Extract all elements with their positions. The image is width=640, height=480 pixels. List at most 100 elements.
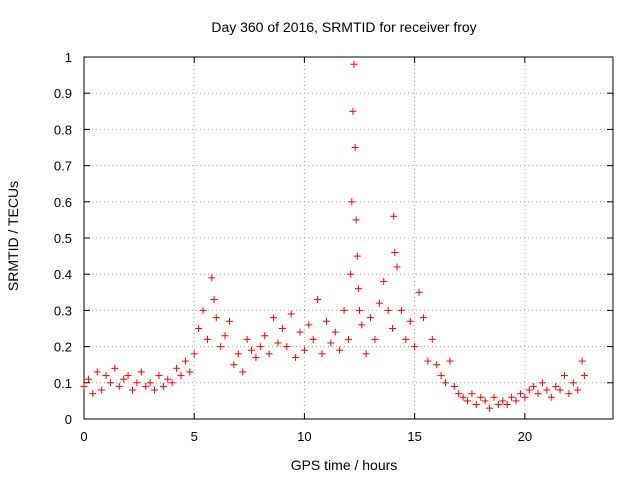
y-tick-label: 0.9 [54,86,72,101]
data-point [561,372,569,380]
data-point [428,335,436,343]
data-point [494,401,502,409]
data-point [419,314,427,322]
data-point [490,393,498,401]
data-point [468,390,476,398]
data-point [274,339,282,347]
data-point [278,325,286,332]
data-point [406,317,414,325]
data-point [538,379,546,387]
data-series [80,60,588,412]
data-point [212,314,220,322]
data-point [111,364,119,372]
data-point [195,325,203,332]
data-point [390,212,398,220]
data-point [402,335,410,343]
data-point [477,393,485,401]
data-point [331,328,339,336]
y-tick-label: 0.5 [54,231,72,246]
data-point [199,306,207,314]
data-point [455,390,463,398]
data-point [221,332,229,340]
data-point [389,325,397,332]
data-point [256,343,264,351]
data-point [512,397,520,405]
data-point [391,248,399,256]
data-point [397,306,405,314]
data-point [358,321,366,329]
data-point [120,375,128,383]
data-point [210,296,218,304]
data-point [472,401,480,409]
data-point [287,310,295,318]
data-point [248,346,256,354]
y-tick-label: 1 [65,50,72,65]
data-point [352,216,360,224]
data-point [433,361,441,369]
data-point [327,339,335,347]
data-point [173,364,181,372]
data-point [565,390,573,398]
y-tick-label: 0.4 [54,267,72,282]
data-point [437,372,445,380]
data-point [350,60,358,68]
data-point [530,382,538,390]
data-point [203,335,211,343]
data-point [393,263,401,271]
data-point [230,361,238,369]
x-tick-label: 10 [297,429,311,444]
y-axis-label: SRMTID / TECUs [5,181,21,291]
data-point [208,274,216,282]
y-tick-label: 0 [65,412,72,427]
data-point [292,353,300,361]
data-point [367,314,375,322]
data-point [84,375,92,383]
data-point [217,343,225,351]
axis-ticks: 00.10.20.30.40.50.60.70.80.910 5 10 15 20 [54,50,613,444]
grid [83,56,613,420]
data-point [252,353,260,361]
data-point [146,379,154,387]
data-point [155,372,163,380]
data-point [521,393,529,401]
data-point [305,321,313,329]
chart-title: Day 360 of 2016, SRMTID for receiver fro… [211,19,476,35]
data-point [371,335,379,343]
data-point [552,382,560,390]
data-point [580,372,588,380]
data-point [133,379,141,387]
x-tick-label: 15 [407,429,421,444]
data-point [508,393,516,401]
data-point [459,393,467,401]
data-point [481,397,489,405]
y-tick-label: 0.8 [54,122,72,137]
x-tick-label: 5 [191,429,198,444]
data-point [243,335,251,343]
data-point [270,314,278,322]
data-point [464,397,472,405]
data-point [186,368,194,376]
data-point [265,350,273,358]
data-point [234,350,242,358]
data-point [547,393,555,401]
data-point [534,390,542,398]
data-point [353,252,361,260]
data-point [441,379,449,387]
data-point [411,343,419,351]
data-point [349,107,357,115]
data-point [318,350,326,358]
data-point [190,350,198,358]
data-point [574,386,582,394]
data-point [322,317,330,325]
data-point [345,335,352,343]
data-point [486,404,494,412]
data-point [164,375,172,383]
data-point [578,357,586,365]
data-point [300,346,308,354]
data-point [93,368,101,376]
data-point [499,397,507,405]
data-point [296,328,304,336]
data-point [106,379,114,387]
data-point [177,372,185,380]
